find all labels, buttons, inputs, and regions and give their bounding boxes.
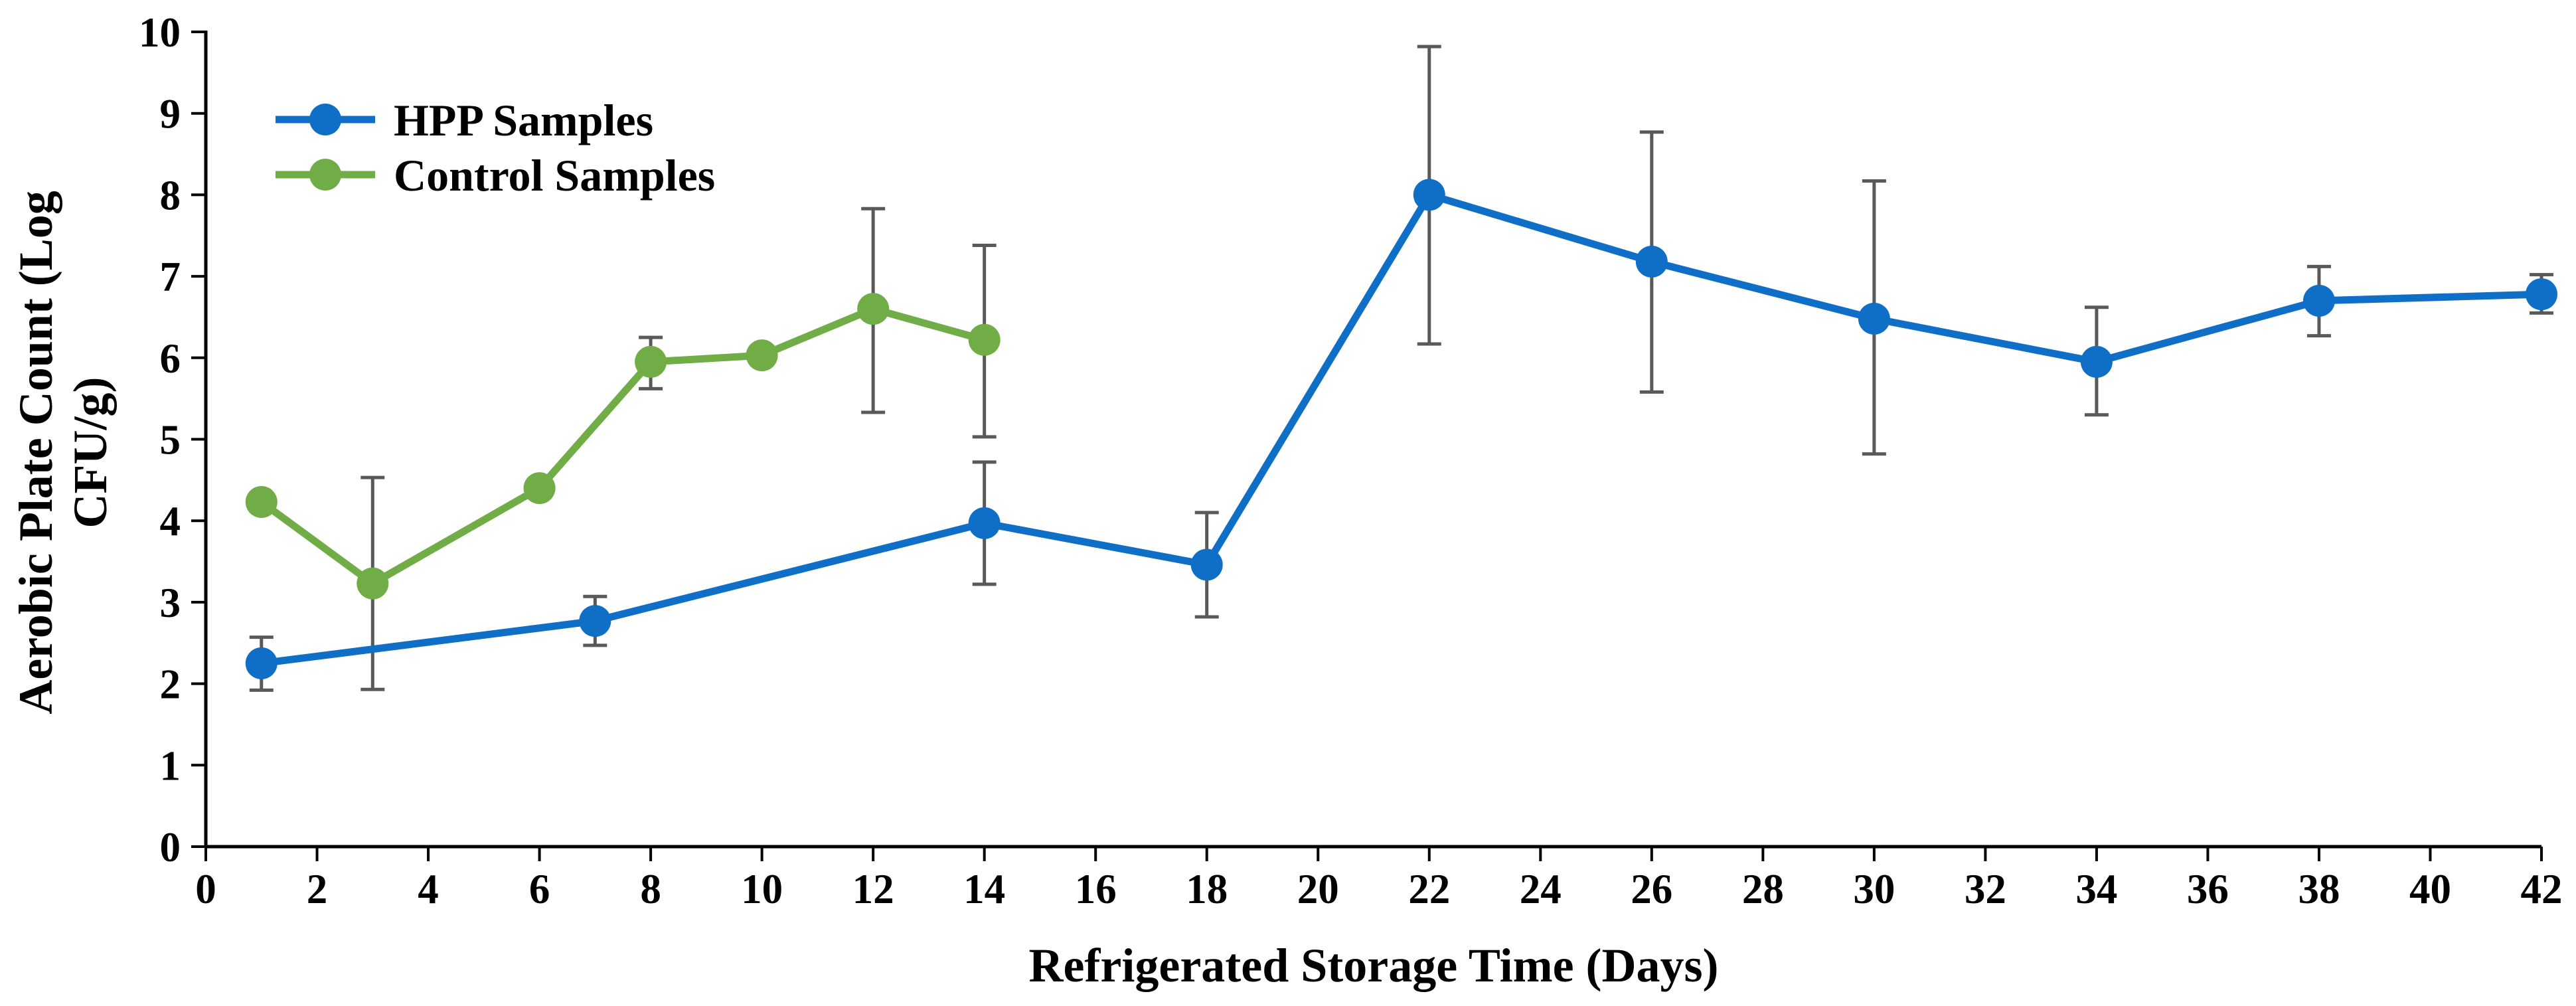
y-tick-label: 9: [160, 91, 181, 137]
x-tick-label: 8: [640, 866, 661, 912]
x-tick-label: 32: [1965, 866, 2006, 912]
legend-item: Control Samples: [276, 150, 715, 201]
x-tick-label: 40: [2409, 866, 2451, 912]
data-point: [245, 647, 278, 679]
x-tick-label: 24: [1520, 866, 1562, 912]
x-tick-label: 14: [963, 866, 1005, 912]
y-tick-label: 3: [160, 580, 181, 626]
y-tick-label: 5: [160, 417, 181, 463]
x-tick-label: 12: [852, 866, 894, 912]
data-point: [357, 567, 389, 600]
x-tick-label: 6: [529, 866, 550, 912]
y-tick-label: 8: [160, 172, 181, 218]
data-point: [1635, 246, 1668, 278]
data-point: [1858, 302, 1890, 335]
x-axis-title: Refrigerated Storage Time (Days): [1028, 939, 1718, 992]
data-point: [968, 323, 1001, 356]
x-tick-label: 34: [2075, 866, 2117, 912]
y-axis-title-line: Aerobic Plate Count (Log: [9, 191, 62, 714]
data-point: [2302, 284, 2335, 317]
data-point: [746, 339, 778, 372]
x-tick-label: 26: [1631, 866, 1672, 912]
axes: 0 2 4 6 8 10 12 14 16 18 20 22 24 26 28 30 32 34 36 38 40 420…: [139, 9, 2563, 912]
data-point: [1190, 548, 1223, 581]
x-tick-label: 16: [1075, 866, 1117, 912]
x-tick-label: 30: [1853, 866, 1895, 912]
series-line-1: [259, 305, 986, 588]
series-lines: [259, 191, 2542, 667]
legend-label: Control Samples: [394, 150, 715, 201]
data-point: [968, 507, 1001, 539]
legend-swatch-marker: [309, 104, 341, 135]
axis-labels: Refrigerated Storage Time (Days) Aerobic …: [9, 191, 1719, 992]
data-point: [523, 472, 556, 505]
legend-label: HPP Samples: [394, 95, 653, 145]
y-tick-label: 6: [160, 335, 181, 382]
x-tick-label: 42: [2521, 866, 2563, 912]
y-tick-label: 1: [160, 742, 181, 789]
x-tick-label: 38: [2298, 866, 2340, 912]
y-tick-label: 2: [160, 661, 181, 708]
y-tick-label: 4: [160, 498, 181, 545]
x-tick-label: 4: [418, 866, 439, 912]
data-point: [857, 293, 890, 325]
y-tick-label: 7: [160, 254, 181, 300]
y-axis-title-line: CFU/g): [64, 377, 117, 529]
x-tick-label: 28: [1742, 866, 1784, 912]
y-tick-label: 0: [160, 824, 181, 871]
data-point: [1413, 179, 1445, 211]
x-tick-label: 10: [741, 866, 783, 912]
series-markers: [245, 179, 2557, 679]
data-point: [2526, 278, 2557, 311]
legend-item: HPP Samples: [276, 95, 653, 145]
data-point: [635, 345, 667, 378]
x-tick-label: 20: [1297, 866, 1339, 912]
x-tick-label: 18: [1186, 866, 1228, 912]
data-point: [579, 605, 611, 637]
x-tick-label: 2: [307, 866, 328, 912]
x-tick-label: 0: [195, 866, 216, 912]
series-line-0: [261, 191, 2542, 667]
data-point: [245, 485, 278, 518]
x-tick-label: 36: [2187, 866, 2229, 912]
legend-swatch-marker: [309, 159, 341, 191]
y-tick-label: 10: [139, 9, 181, 56]
x-tick-label: 22: [1408, 866, 1450, 912]
data-point: [2080, 345, 2113, 378]
